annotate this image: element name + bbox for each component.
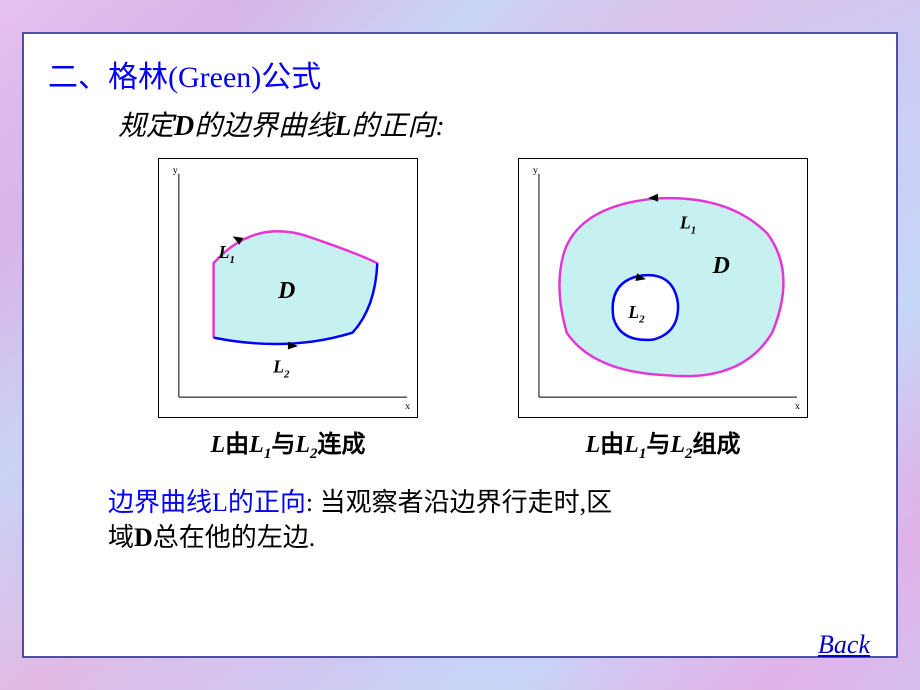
footer-rest2: 总在他的左边. (153, 523, 316, 552)
footer-text: 边界曲线L的正向: 当观察者沿边界行走时,区域D总在他的左边. (108, 485, 872, 555)
slide-container: 二、格林(Green)公式 规定D的边界曲线L的正向: y x L1 L2 D … (22, 32, 898, 658)
cap-s2: 2 (685, 446, 693, 462)
slide-title: 二、格林(Green)公式 (48, 52, 872, 96)
y-axis-label: y (173, 165, 178, 176)
subtitle-p3: 的正向: (351, 111, 444, 142)
cap-t3: 组成 (693, 431, 741, 458)
cap-L2: L (670, 432, 685, 458)
cap-t1: 由 (225, 431, 249, 458)
x-axis-label: x (795, 401, 800, 412)
cap-L: L (210, 432, 225, 458)
cap-t3: 连成 (318, 431, 366, 458)
region-D-fill (214, 231, 378, 344)
subtitle-p1: 规定 (118, 111, 174, 142)
x-axis-label: x (405, 401, 410, 412)
D-label: D (277, 278, 295, 304)
cap-s2: 2 (310, 446, 318, 462)
diagrams-row: y x L1 L2 D L由L1与L2连成 y x (158, 158, 872, 463)
footer-D: D (134, 523, 153, 552)
cap-L: L (585, 432, 600, 458)
right-diagram-box: y x L1 L2 D L由L1与L2组成 (518, 158, 808, 463)
footer-rest1b: 域 (108, 523, 134, 552)
D-label: D (712, 253, 730, 279)
y-axis-label: y (533, 165, 538, 176)
cap-L1: L (249, 432, 264, 458)
cap-t2: 与 (271, 431, 295, 458)
footer-blue: 边界曲线L的正向 (108, 488, 306, 517)
cap-t1: 由 (600, 431, 624, 458)
subtitle-var-L: L (334, 111, 351, 142)
L2-label: L2 (272, 356, 290, 380)
right-diagram: y x L1 L2 D (518, 158, 808, 418)
cap-L1: L (624, 432, 639, 458)
left-diagram-box: y x L1 L2 D L由L1与L2连成 (158, 158, 418, 463)
right-caption: L由L1与L2组成 (585, 424, 740, 463)
subtitle-p2: 的边界曲线 (194, 111, 334, 142)
cap-L2: L (295, 432, 310, 458)
cap-t2: 与 (646, 431, 670, 458)
back-link[interactable]: Back (818, 630, 870, 660)
left-caption: L由L1与L2连成 (210, 424, 365, 463)
footer-rest1: : 当观察者沿边界行走时,区 (306, 488, 612, 517)
subtitle-var-D: D (174, 111, 194, 142)
left-diagram: y x L1 L2 D (158, 158, 418, 418)
slide-subtitle: 规定D的边界曲线L的正向: (118, 104, 872, 144)
